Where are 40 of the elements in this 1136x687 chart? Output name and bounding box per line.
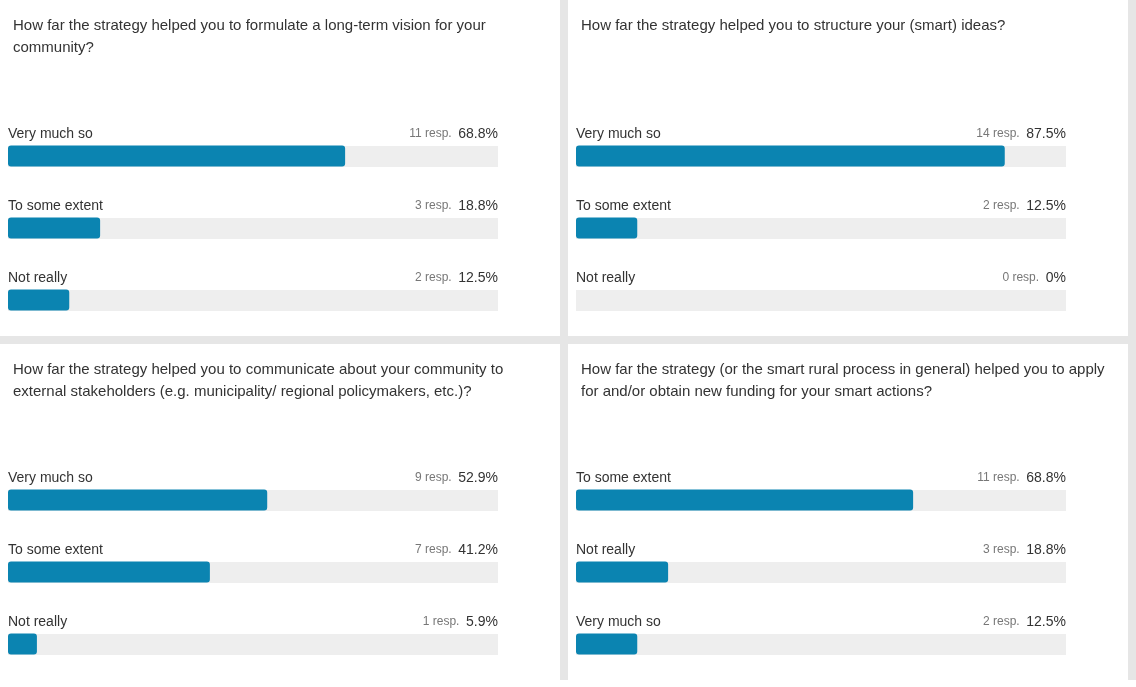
annotation: 3 resp. — [414, 197, 452, 212]
annotation: 1 resp. — [422, 613, 460, 628]
y-tick-label: Not really — [8, 269, 68, 285]
data-label: 41.2% — [458, 540, 498, 557]
annotation: 2 resp. — [414, 269, 452, 284]
y-tick-label: Very much so — [576, 613, 662, 629]
data-label: 12.5% — [458, 268, 498, 285]
y-tick-label: Very much so — [8, 125, 94, 141]
data-label: 52.9% — [458, 468, 498, 485]
annotation: 0 resp. — [1002, 269, 1040, 284]
data-label: 87.5% — [1026, 124, 1066, 141]
data-label: 12.5% — [1026, 612, 1066, 629]
annotation: 9 resp. — [414, 469, 452, 484]
annotation: 2 resp. — [982, 197, 1020, 212]
y-tick-label: Very much so — [8, 469, 94, 485]
chart-title: How far the strategy (or the smart rural process in general) helped you to apply for and/or obtain new funding for your smart actions? — [581, 359, 1109, 399]
data-label: 5.9% — [466, 612, 498, 629]
data-label: 68.8% — [1026, 468, 1066, 485]
annotation: 3 resp. — [982, 541, 1020, 556]
chart-title: How far the strategy helped you to communicate about your community to external stakeholders (e.g. municipality/ regional policymakers, etc.)? — [13, 359, 508, 399]
y-tick-label: Not really — [576, 541, 636, 557]
y-tick-label: Not really — [576, 269, 636, 285]
y-tick-label: To some extent — [8, 541, 104, 557]
y-tick-label: To some extent — [576, 197, 672, 213]
annotation: 11 resp. — [977, 469, 1020, 484]
annotation: 7 resp. — [414, 541, 452, 556]
chart-title: How far the strategy helped you to structure your (smart) ideas? — [581, 15, 1006, 33]
data-label: 18.8% — [458, 196, 498, 213]
data-label: 18.8% — [1026, 540, 1066, 557]
annotation: 14 resp. — [976, 125, 1020, 140]
y-tick-label: Very much so — [576, 125, 662, 141]
y-tick-label: To some extent — [576, 469, 672, 485]
annotation: 11 resp. — [409, 125, 452, 140]
y-tick-label: To some extent — [8, 197, 104, 213]
y-tick-label: Not really — [8, 613, 68, 629]
data-label: 0% — [1045, 268, 1066, 285]
chart-title: How far the strategy helped you to formulate a long-term vision for your community? — [13, 15, 490, 55]
annotation: 2 resp. — [982, 613, 1020, 628]
data-label: 12.5% — [1026, 196, 1066, 213]
data-label: 68.8% — [458, 124, 498, 141]
